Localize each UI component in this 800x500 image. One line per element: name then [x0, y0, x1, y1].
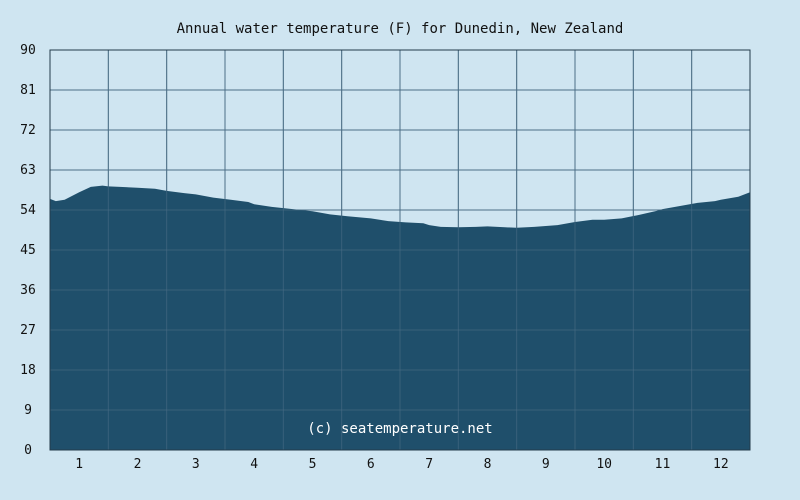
y-tick-label: 54 [20, 203, 36, 218]
x-axis-ticks: 1 2 3 4 5 6 7 8 9 10 11 12 [75, 457, 728, 472]
grid-overlay [50, 49, 750, 451]
y-tick-label: 90 [20, 43, 36, 58]
plot-border [49, 49, 751, 451]
y-axis-ticks: 0 9 18 27 36 45 54 63 72 81 90 [20, 43, 36, 458]
x-tick-label: 9 [542, 457, 550, 472]
x-tick-label: 10 [596, 457, 612, 472]
watermark: (c) seatemperature.net [307, 421, 492, 437]
y-tick-label: 0 [24, 443, 32, 458]
y-tick-label: 18 [20, 363, 36, 378]
x-tick-label: 12 [713, 457, 729, 472]
y-tick-label: 9 [24, 403, 32, 418]
x-tick-label: 3 [192, 457, 200, 472]
y-tick-label: 36 [20, 283, 36, 298]
x-tick-label: 6 [367, 457, 375, 472]
x-tick-label: 5 [309, 457, 317, 472]
x-tick-label: 7 [425, 457, 433, 472]
x-tick-label: 1 [75, 457, 83, 472]
y-tick-label: 81 [20, 83, 36, 98]
x-tick-label: 2 [134, 457, 142, 472]
x-tick-label: 4 [250, 457, 258, 472]
x-tick-label: 11 [655, 457, 671, 472]
y-tick-label: 72 [20, 123, 36, 138]
y-tick-label: 27 [20, 323, 36, 338]
x-tick-label: 8 [484, 457, 492, 472]
y-tick-label: 63 [20, 163, 36, 178]
y-tick-label: 45 [20, 243, 36, 258]
chart-title: Annual water temperature (F) for Dunedin… [177, 21, 624, 37]
